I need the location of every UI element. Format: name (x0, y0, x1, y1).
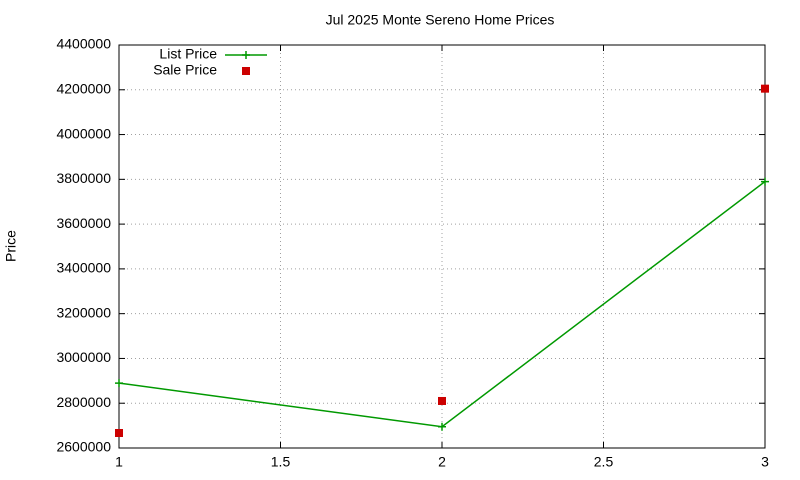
x-tick-label: 3 (761, 454, 769, 470)
y-tick-label: 4000000 (56, 125, 111, 141)
y-axis-label: Price (3, 230, 19, 262)
data-point-shape (761, 177, 769, 186)
y-tick-label: 2600000 (56, 439, 111, 455)
data-point (115, 379, 123, 388)
x-tick-label: 2.5 (594, 454, 614, 470)
y-tick-label: 4200000 (56, 80, 111, 96)
data-point (761, 177, 769, 186)
data-point (115, 428, 123, 437)
legend-marker (242, 67, 250, 75)
legend-label: Sale Price (153, 62, 217, 78)
y-tick-label: 2800000 (56, 394, 111, 410)
legend-label: List Price (159, 46, 217, 62)
y-tick-label: 3800000 (56, 170, 111, 186)
x-tick-label: 2 (438, 454, 446, 470)
legend-marker-shape (242, 51, 250, 59)
y-tick-label: 4400000 (56, 36, 111, 52)
plot-frame (118, 44, 766, 449)
data-point-shape (438, 422, 446, 431)
chart-title: Jul 2025 Monte Sereno Home Prices (326, 12, 555, 28)
x-tick-label: 1 (115, 454, 123, 470)
y-tick-label: 3600000 (56, 215, 111, 231)
data-point (761, 84, 769, 93)
y-tick-label: 3200000 (56, 304, 111, 320)
legend-marker (242, 51, 250, 59)
data-point (438, 422, 446, 431)
x-tick-label: 1.5 (271, 454, 291, 470)
y-tick-label: 3000000 (56, 349, 111, 365)
y-tick-label: 3400000 (56, 260, 111, 276)
data-point-shape (115, 379, 123, 388)
data-point (438, 396, 446, 405)
